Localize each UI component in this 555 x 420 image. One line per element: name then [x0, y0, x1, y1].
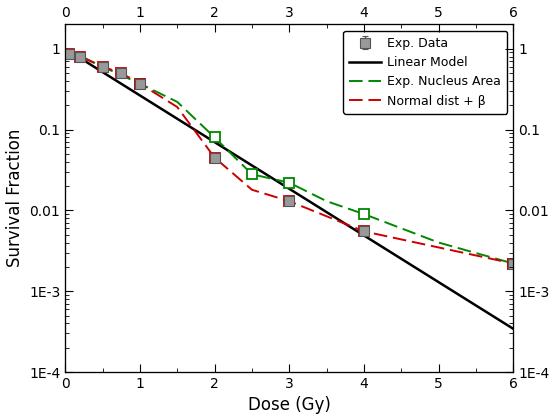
- Linear Model: [278, 181, 284, 186]
- Legend: Exp. Data, Linear Model, Exp. Nucleus Area, Normal dist + β: Exp. Data, Linear Model, Exp. Nucleus Ar…: [343, 31, 507, 114]
- Exp. Nucleus Area: [249, 172, 255, 177]
- Normal dist + β: [65, 51, 72, 56]
- Normal dist + β: [137, 81, 143, 86]
- Exp. Nucleus Area: [435, 240, 442, 245]
- Normal dist + β: [77, 54, 83, 59]
- Exp. Nucleus Area: [286, 180, 292, 185]
- Normal dist + β: [361, 229, 367, 234]
- Linear Model: [275, 179, 281, 184]
- Normal dist + β: [62, 46, 69, 51]
- Linear Model: [329, 213, 335, 218]
- Exp. Nucleus Area: [174, 100, 180, 105]
- Linear Model: [510, 326, 517, 331]
- X-axis label: Dose (Gy): Dose (Gy): [248, 396, 331, 415]
- Exp. Nucleus Area: [510, 261, 517, 266]
- Normal dist + β: [286, 199, 292, 204]
- Exp. Nucleus Area: [361, 212, 367, 217]
- Normal dist + β: [99, 64, 106, 69]
- Normal dist + β: [249, 187, 255, 192]
- Exp. Nucleus Area: [99, 64, 106, 69]
- Exp. Nucleus Area: [211, 135, 218, 140]
- Linear Model: [62, 46, 69, 51]
- Line: Linear Model: Linear Model: [65, 49, 513, 329]
- Exp. Nucleus Area: [137, 81, 143, 86]
- Normal dist + β: [211, 155, 218, 160]
- Line: Exp. Nucleus Area: Exp. Nucleus Area: [65, 49, 513, 263]
- Normal dist + β: [174, 105, 180, 110]
- Normal dist + β: [510, 261, 517, 266]
- Linear Model: [429, 276, 436, 281]
- Line: Normal dist + β: Normal dist + β: [65, 49, 513, 263]
- Exp. Nucleus Area: [62, 46, 69, 51]
- Linear Model: [304, 198, 311, 203]
- Y-axis label: Survival Fraction: Survival Fraction: [6, 129, 23, 268]
- Exp. Nucleus Area: [324, 199, 330, 204]
- Linear Model: [500, 320, 506, 325]
- Normal dist + β: [118, 71, 124, 76]
